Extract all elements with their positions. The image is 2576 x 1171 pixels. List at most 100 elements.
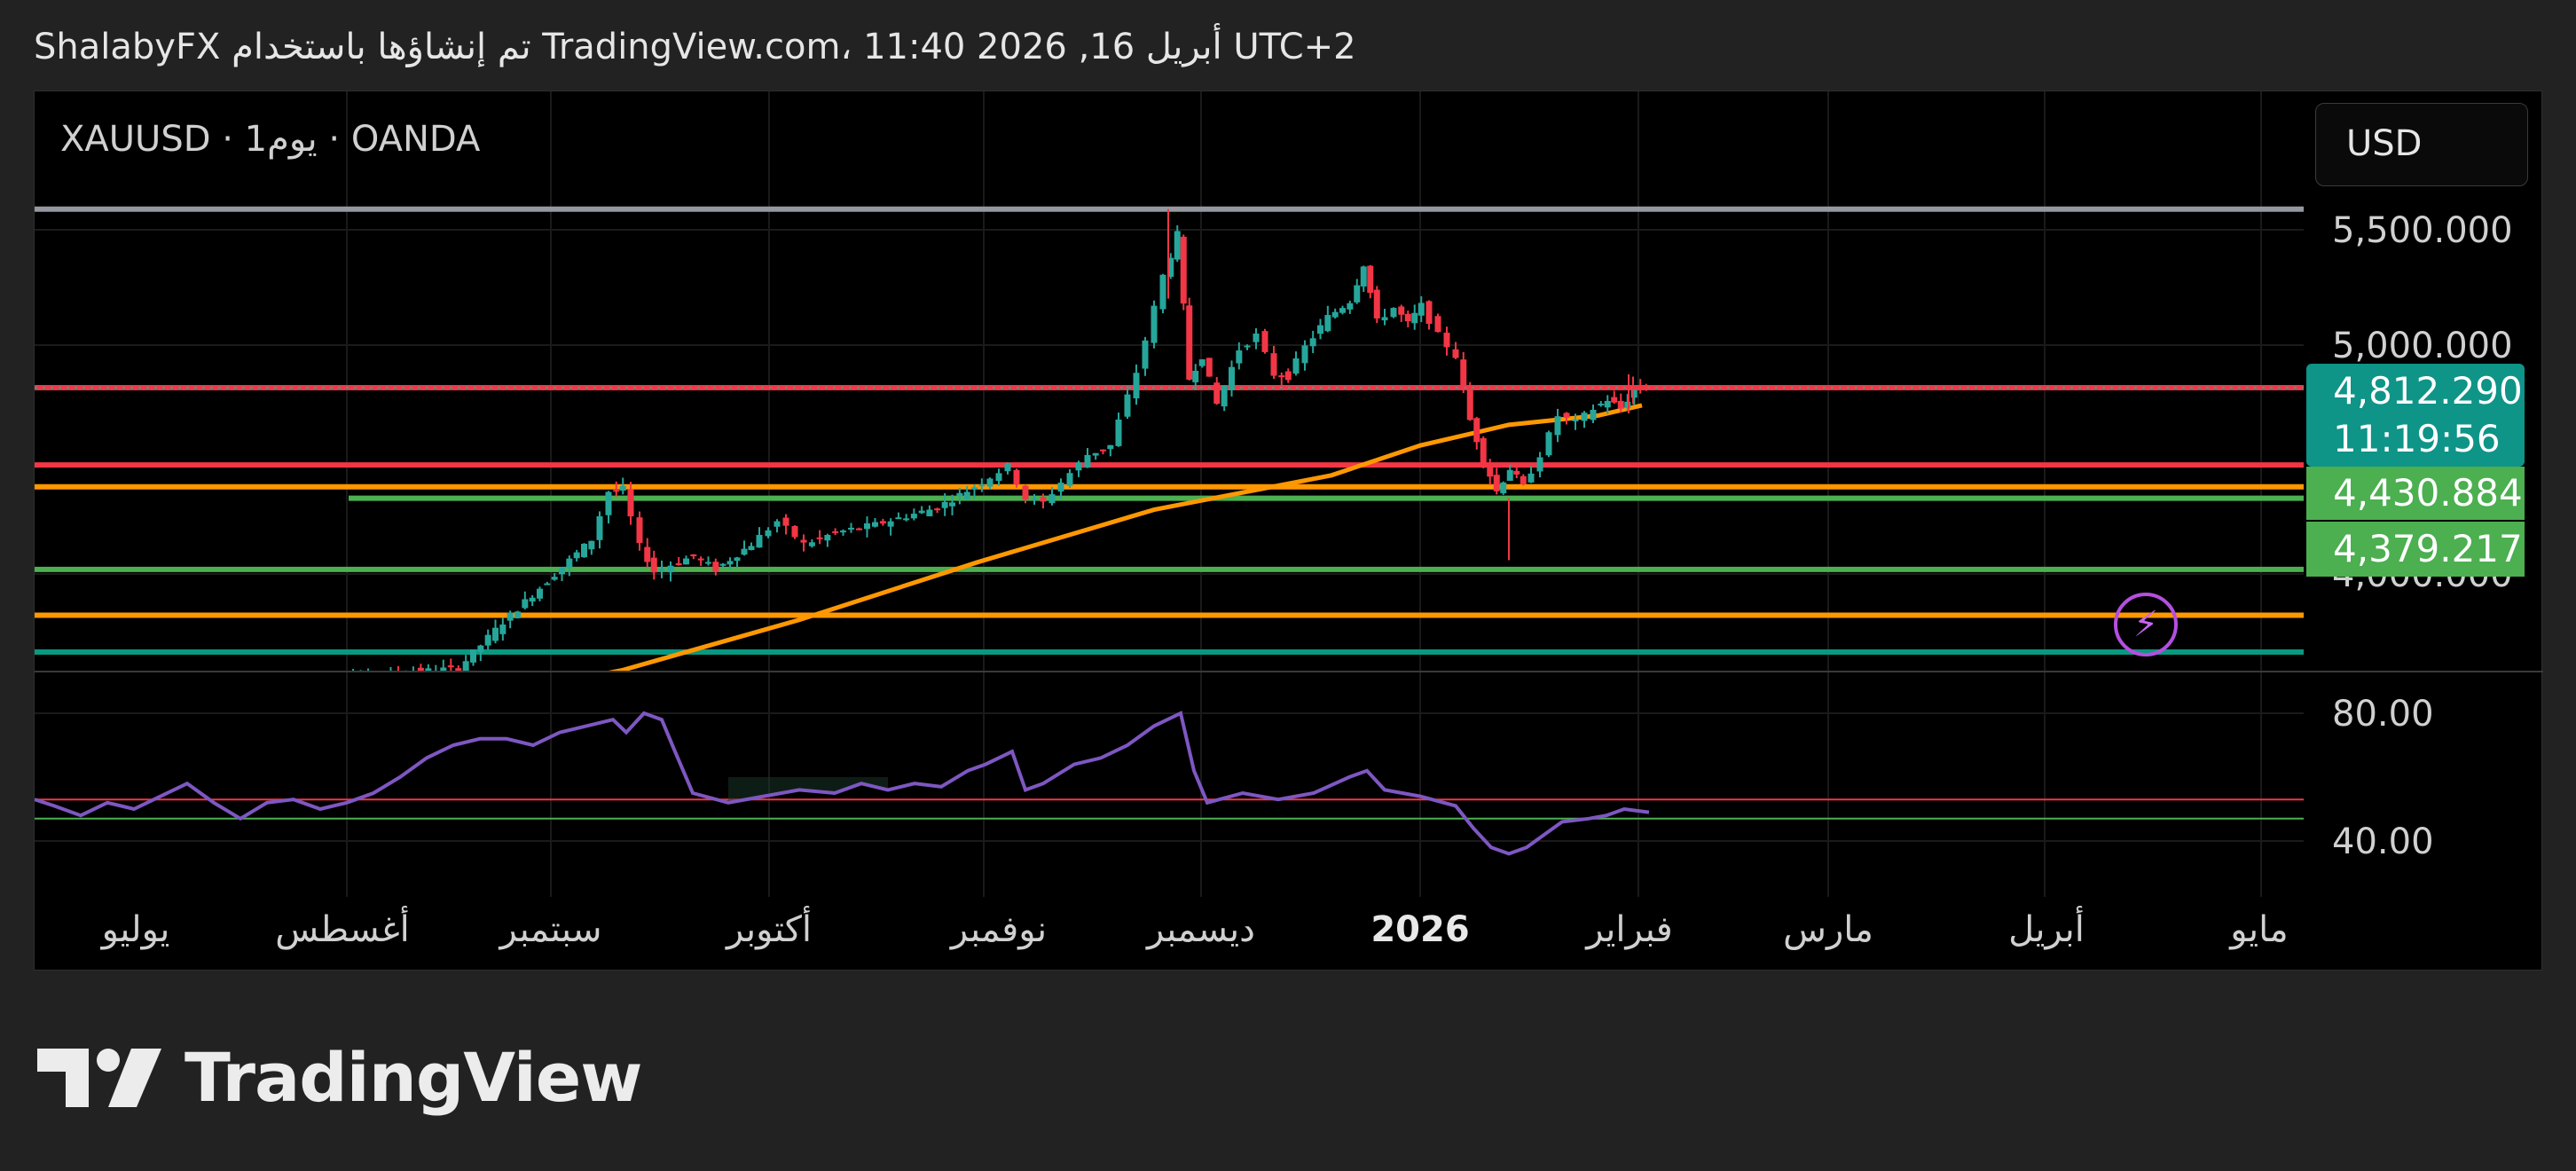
candle-body [1373,289,1380,318]
time-axis-label: 2026 [1370,909,1469,950]
candle-body [357,676,364,678]
candle-body [613,490,620,492]
candle-body [1360,266,1367,287]
candle-body [492,627,499,641]
candle-body [1398,306,1405,315]
candle-body [425,668,432,672]
candle-body [1253,333,1260,342]
time-axis-label: ديسمبر [1145,909,1255,950]
candle-body [1100,449,1106,452]
chart-panel[interactable]: 5,500.0005,000.0004,000.00080.0040.00يول… [34,90,2543,971]
candle-body [1229,366,1235,390]
candle-body [1367,265,1374,294]
candle-body [1617,400,1624,409]
candle-body [1545,432,1552,456]
candle-body [1536,457,1543,472]
candle-body [1221,386,1228,407]
candle-body [573,552,580,559]
candle-body [1604,400,1611,408]
time-axis-label: سبتمبر [499,909,602,950]
candle-body [756,534,763,548]
lightning-icon[interactable]: ⚡ [2114,593,2178,656]
candle-body [470,649,476,663]
candle-body [365,672,372,680]
candle-body [808,542,815,546]
candle-body [986,478,993,487]
candle-body [410,672,416,677]
candle-body [596,515,603,540]
time-axis-label: يوليو [100,909,170,950]
candle-body [887,521,894,527]
time-axis-label: فبراير [1584,909,1673,950]
candle-body [667,565,674,573]
candle-body [741,548,748,555]
candle-body [1013,469,1020,485]
candle-body [1381,317,1388,321]
price-chart[interactable]: 5,500.0005,000.0004,000.00080.0040.00يول… [35,91,2543,971]
candle-body [719,563,726,566]
candle-body [697,558,704,561]
candle-body [1092,452,1099,456]
candle-body [690,554,697,557]
candle-body [1513,470,1520,475]
candle-body [627,489,634,517]
candle-body [1528,473,1535,483]
candle-body [1301,345,1308,364]
candle-body [840,530,846,533]
candle-body [1213,382,1221,405]
time-axis-label: أبريل [2008,906,2085,950]
candle-body [1611,397,1618,403]
candle-body [856,528,862,530]
candle-body [1198,359,1206,366]
candle-body [1643,388,1650,390]
candle-body [1452,349,1459,358]
candle-body [312,680,318,682]
candle-body [1404,313,1411,322]
candle-body [1244,345,1251,348]
tradingview-logo: TradingView [37,1038,643,1117]
candle-body [1292,358,1300,374]
candle-body [903,518,910,521]
candle-body [800,539,807,543]
candle-body [1004,462,1011,472]
candle-body [1236,350,1243,364]
candle-body [1443,333,1450,348]
candle-body [1167,257,1174,277]
currency-selector[interactable]: USD [2315,103,2528,186]
candle-body [1487,462,1494,477]
candle-body [440,667,447,672]
candle-body [1270,353,1277,376]
candle-body [581,544,587,558]
candle-body [1331,311,1339,318]
candle-body [774,521,781,527]
candle-body [824,535,831,541]
candle-body [1261,331,1268,352]
candle-body [1142,340,1149,369]
chart-caption: ShalabyFX تم إنشاؤها باستخدام TradingVie… [34,27,1356,67]
candle-body [1500,482,1507,494]
candle-body [918,510,925,514]
candle-body [1057,483,1064,491]
candle-body [765,530,772,537]
candle-body [1493,475,1500,491]
candle-body [1159,274,1166,310]
candle-body [791,525,798,538]
logo-text: TradingView [185,1038,643,1117]
bar-countdown: 11:19:56 [2333,417,2501,460]
candle-body [1598,404,1605,406]
candle-body [1390,308,1397,318]
candle-body [726,561,734,565]
candle-body [1590,409,1597,420]
candle-body [1480,437,1487,463]
candle-body [1324,315,1331,332]
candle-body [1572,419,1579,421]
candle-body [1624,401,1631,409]
candle-body [1630,389,1637,398]
candle-body [1554,416,1561,436]
rsi-axis-label: 80.00 [2332,694,2434,735]
candle-body [1040,497,1047,502]
candle-body [832,530,839,533]
candle-body [848,527,854,530]
level-price-tag: 4,379.217 [2306,522,2525,577]
candle-body [1022,485,1029,499]
